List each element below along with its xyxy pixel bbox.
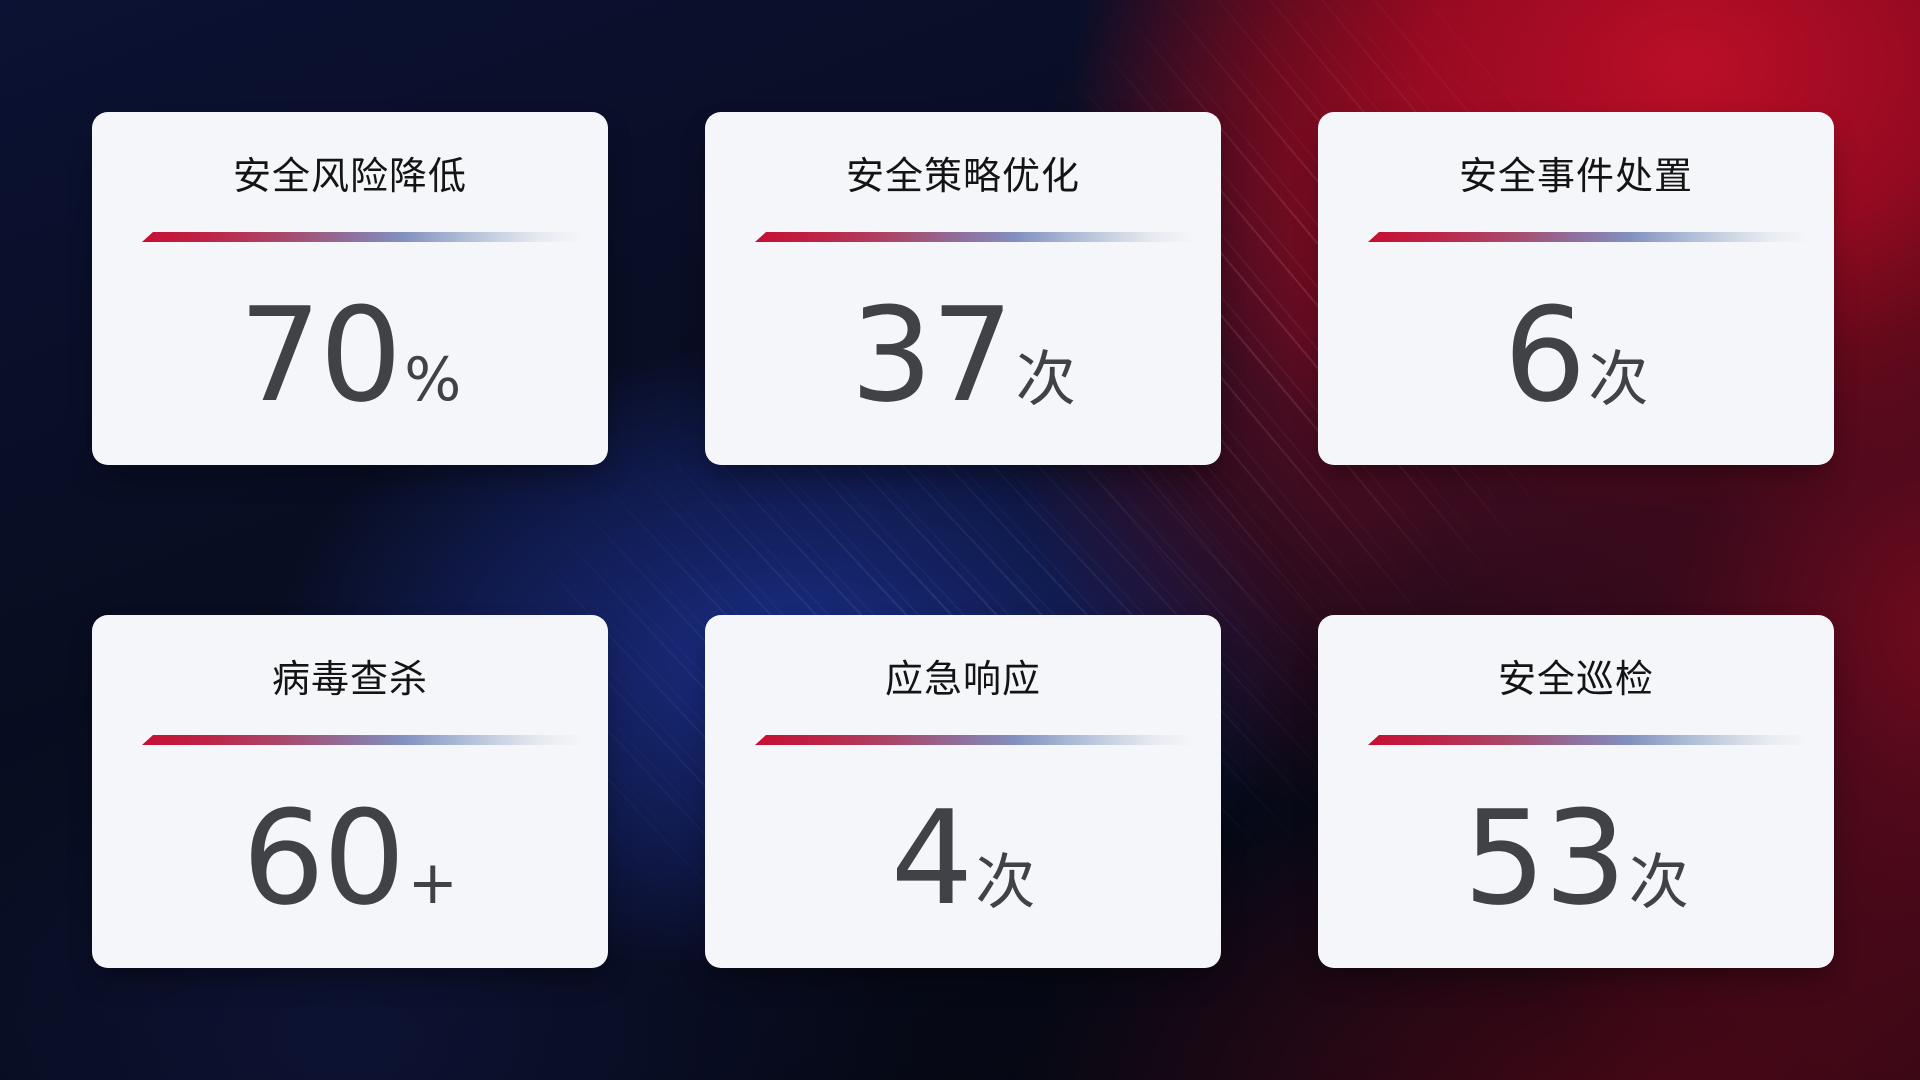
stat-number: 70	[238, 279, 402, 431]
gradient-divider	[755, 232, 1205, 242]
card-title: 应急响应	[884, 659, 1041, 701]
stat-number: 4	[890, 782, 974, 934]
stat-suffix: 次	[975, 848, 1036, 918]
card-value: 53次	[1318, 793, 1834, 923]
stat-number: 6	[1503, 279, 1587, 431]
stat-number: 53	[1463, 782, 1626, 934]
card-value: 6次	[1318, 290, 1834, 420]
stat-card-emergency-response: 应急响应 4次	[705, 615, 1221, 968]
gradient-divider	[142, 735, 592, 745]
gradient-divider	[755, 735, 1205, 745]
stat-suffix: %	[404, 345, 462, 415]
gradient-divider	[142, 232, 592, 242]
card-value: 4次	[705, 793, 1221, 923]
card-title: 病毒查杀	[271, 659, 428, 701]
stat-suffix: +	[407, 848, 458, 918]
card-title: 安全策略优化	[845, 156, 1080, 198]
card-value: 70%	[92, 290, 608, 420]
gradient-divider	[1368, 735, 1818, 745]
card-title: 安全巡检	[1497, 659, 1654, 701]
stat-suffix: 次	[1588, 345, 1649, 415]
card-title: 安全事件处置	[1458, 156, 1693, 198]
stat-card-security-incident-handling: 安全事件处置 6次	[1318, 112, 1834, 465]
card-value: 60+	[92, 793, 608, 923]
card-value: 37次	[705, 290, 1221, 420]
gradient-divider	[1368, 232, 1818, 242]
stat-suffix: 次	[1015, 345, 1076, 415]
stat-suffix: 次	[1628, 848, 1689, 918]
stat-card-security-inspection: 安全巡检 53次	[1318, 615, 1834, 968]
stat-number: 60	[242, 782, 405, 934]
stat-number: 37	[850, 279, 1013, 431]
stat-card-virus-scan: 病毒查杀 60+	[92, 615, 608, 968]
stat-card-security-policy-optimization: 安全策略优化 37次	[705, 112, 1221, 465]
stat-card-security-risk-reduction: 安全风险降低 70%	[92, 112, 608, 465]
card-title: 安全风险降低	[232, 156, 467, 198]
